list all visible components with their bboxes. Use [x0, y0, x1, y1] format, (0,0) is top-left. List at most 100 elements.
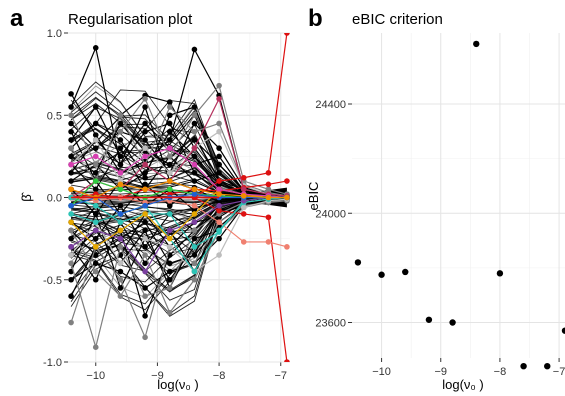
series-point: [191, 260, 198, 267]
series-point: [117, 268, 124, 275]
series-point: [191, 112, 198, 119]
series-point: [117, 293, 124, 300]
series-point: [191, 104, 198, 110]
series-line: [70, 198, 288, 314]
series-point: [142, 268, 148, 275]
scatter-point: [354, 259, 362, 266]
series-point: [68, 293, 74, 300]
x-tick-label: −10: [372, 366, 391, 378]
series-point: [216, 207, 222, 214]
series-point: [216, 161, 222, 168]
y-tick-label: 24000: [315, 208, 346, 220]
series-point: [92, 276, 99, 283]
series-line: [70, 180, 287, 199]
series-point: [142, 235, 148, 242]
plot-panel-b: −10 −9 −8 −7 23600 24000 24400: [315, 33, 565, 378]
series-point: [166, 145, 173, 151]
scatter-point: [496, 270, 504, 277]
series-point: [240, 186, 247, 193]
series-point: [117, 137, 124, 143]
series-point: [92, 178, 99, 184]
y-tick-label: -0.5: [43, 275, 62, 287]
series-point: [117, 211, 124, 217]
plot-background: [352, 33, 565, 358]
x-tick-label: −8: [494, 366, 507, 378]
series-point: [166, 137, 173, 143]
series-point: [166, 260, 173, 267]
series-point: [68, 91, 74, 97]
series-line: [71, 196, 288, 248]
series-point: [191, 244, 198, 250]
series-line: [70, 105, 288, 197]
series-line: [70, 188, 287, 248]
series-point: [216, 128, 222, 135]
series-point: [142, 186, 148, 193]
y-tick-label: 0.5: [47, 110, 62, 122]
series-point: [265, 181, 272, 188]
series-point: [92, 104, 99, 110]
series-point: [166, 99, 173, 105]
series-point: [216, 120, 222, 127]
series-point: [92, 268, 99, 275]
plot-panel-a: −10 −9 −8 −7 -1.0 -0.5 0.0 0.5 1.0: [43, 28, 290, 382]
series-point: [92, 244, 99, 250]
series-point: [68, 260, 74, 267]
series-point: [142, 334, 148, 341]
series-point: [191, 120, 198, 127]
series-point: [191, 145, 198, 151]
series-point: [142, 181, 148, 188]
series-point: [216, 82, 222, 89]
series-point: [142, 285, 148, 291]
y-tick-label: 24400: [315, 99, 346, 111]
series-point: [191, 227, 198, 234]
series-point: [68, 112, 74, 119]
series-point: [191, 170, 198, 176]
series-point: [117, 285, 124, 291]
series-point: [142, 211, 148, 217]
series-point: [216, 191, 222, 198]
y-axis-label-a: β̂: [19, 191, 34, 201]
series-point: [68, 128, 74, 135]
series-point: [92, 120, 99, 127]
series-point: [191, 191, 198, 198]
series-point: [117, 244, 124, 250]
series-point: [92, 137, 99, 143]
scatter-point: [561, 327, 565, 334]
series-point: [191, 252, 198, 258]
series-point: [68, 178, 74, 184]
series-point: [92, 153, 99, 160]
series-point: [68, 244, 74, 250]
series-point: [166, 112, 173, 119]
series-point: [265, 239, 272, 245]
series-point: [265, 194, 272, 201]
series-point: [191, 46, 198, 53]
series-point: [284, 33, 290, 36]
series-point: [117, 145, 124, 151]
series-point: [117, 153, 124, 160]
series-point: [68, 137, 74, 143]
series-point: [117, 227, 124, 234]
series-point: [92, 132, 99, 138]
series-point: [191, 235, 198, 242]
series-point: [191, 202, 198, 209]
series-point: [142, 161, 148, 168]
series-point: [68, 120, 74, 127]
series-point: [92, 202, 99, 209]
series-point: [265, 214, 272, 221]
series-point: [191, 178, 198, 184]
series-line: [70, 196, 287, 273]
series-point: [166, 227, 173, 234]
series-point: [166, 268, 173, 275]
series-point: [284, 244, 290, 250]
series-point: [142, 252, 148, 258]
series-point: [68, 252, 74, 258]
series-point: [68, 276, 74, 283]
series-point: [216, 153, 222, 160]
series-point: [166, 128, 173, 135]
series-point: [142, 137, 148, 143]
series-line: [70, 147, 287, 199]
series-point: [142, 202, 148, 209]
scatter-point: [544, 362, 551, 370]
series-line: [70, 130, 287, 197]
